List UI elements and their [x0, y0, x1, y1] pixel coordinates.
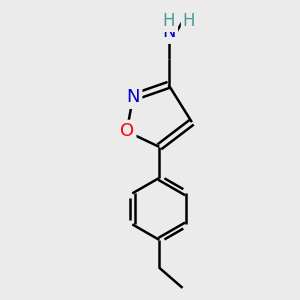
- Text: N: N: [162, 23, 175, 41]
- Text: H: H: [162, 12, 175, 30]
- Text: N: N: [126, 88, 140, 106]
- Text: H: H: [182, 12, 195, 30]
- Text: O: O: [120, 122, 134, 140]
